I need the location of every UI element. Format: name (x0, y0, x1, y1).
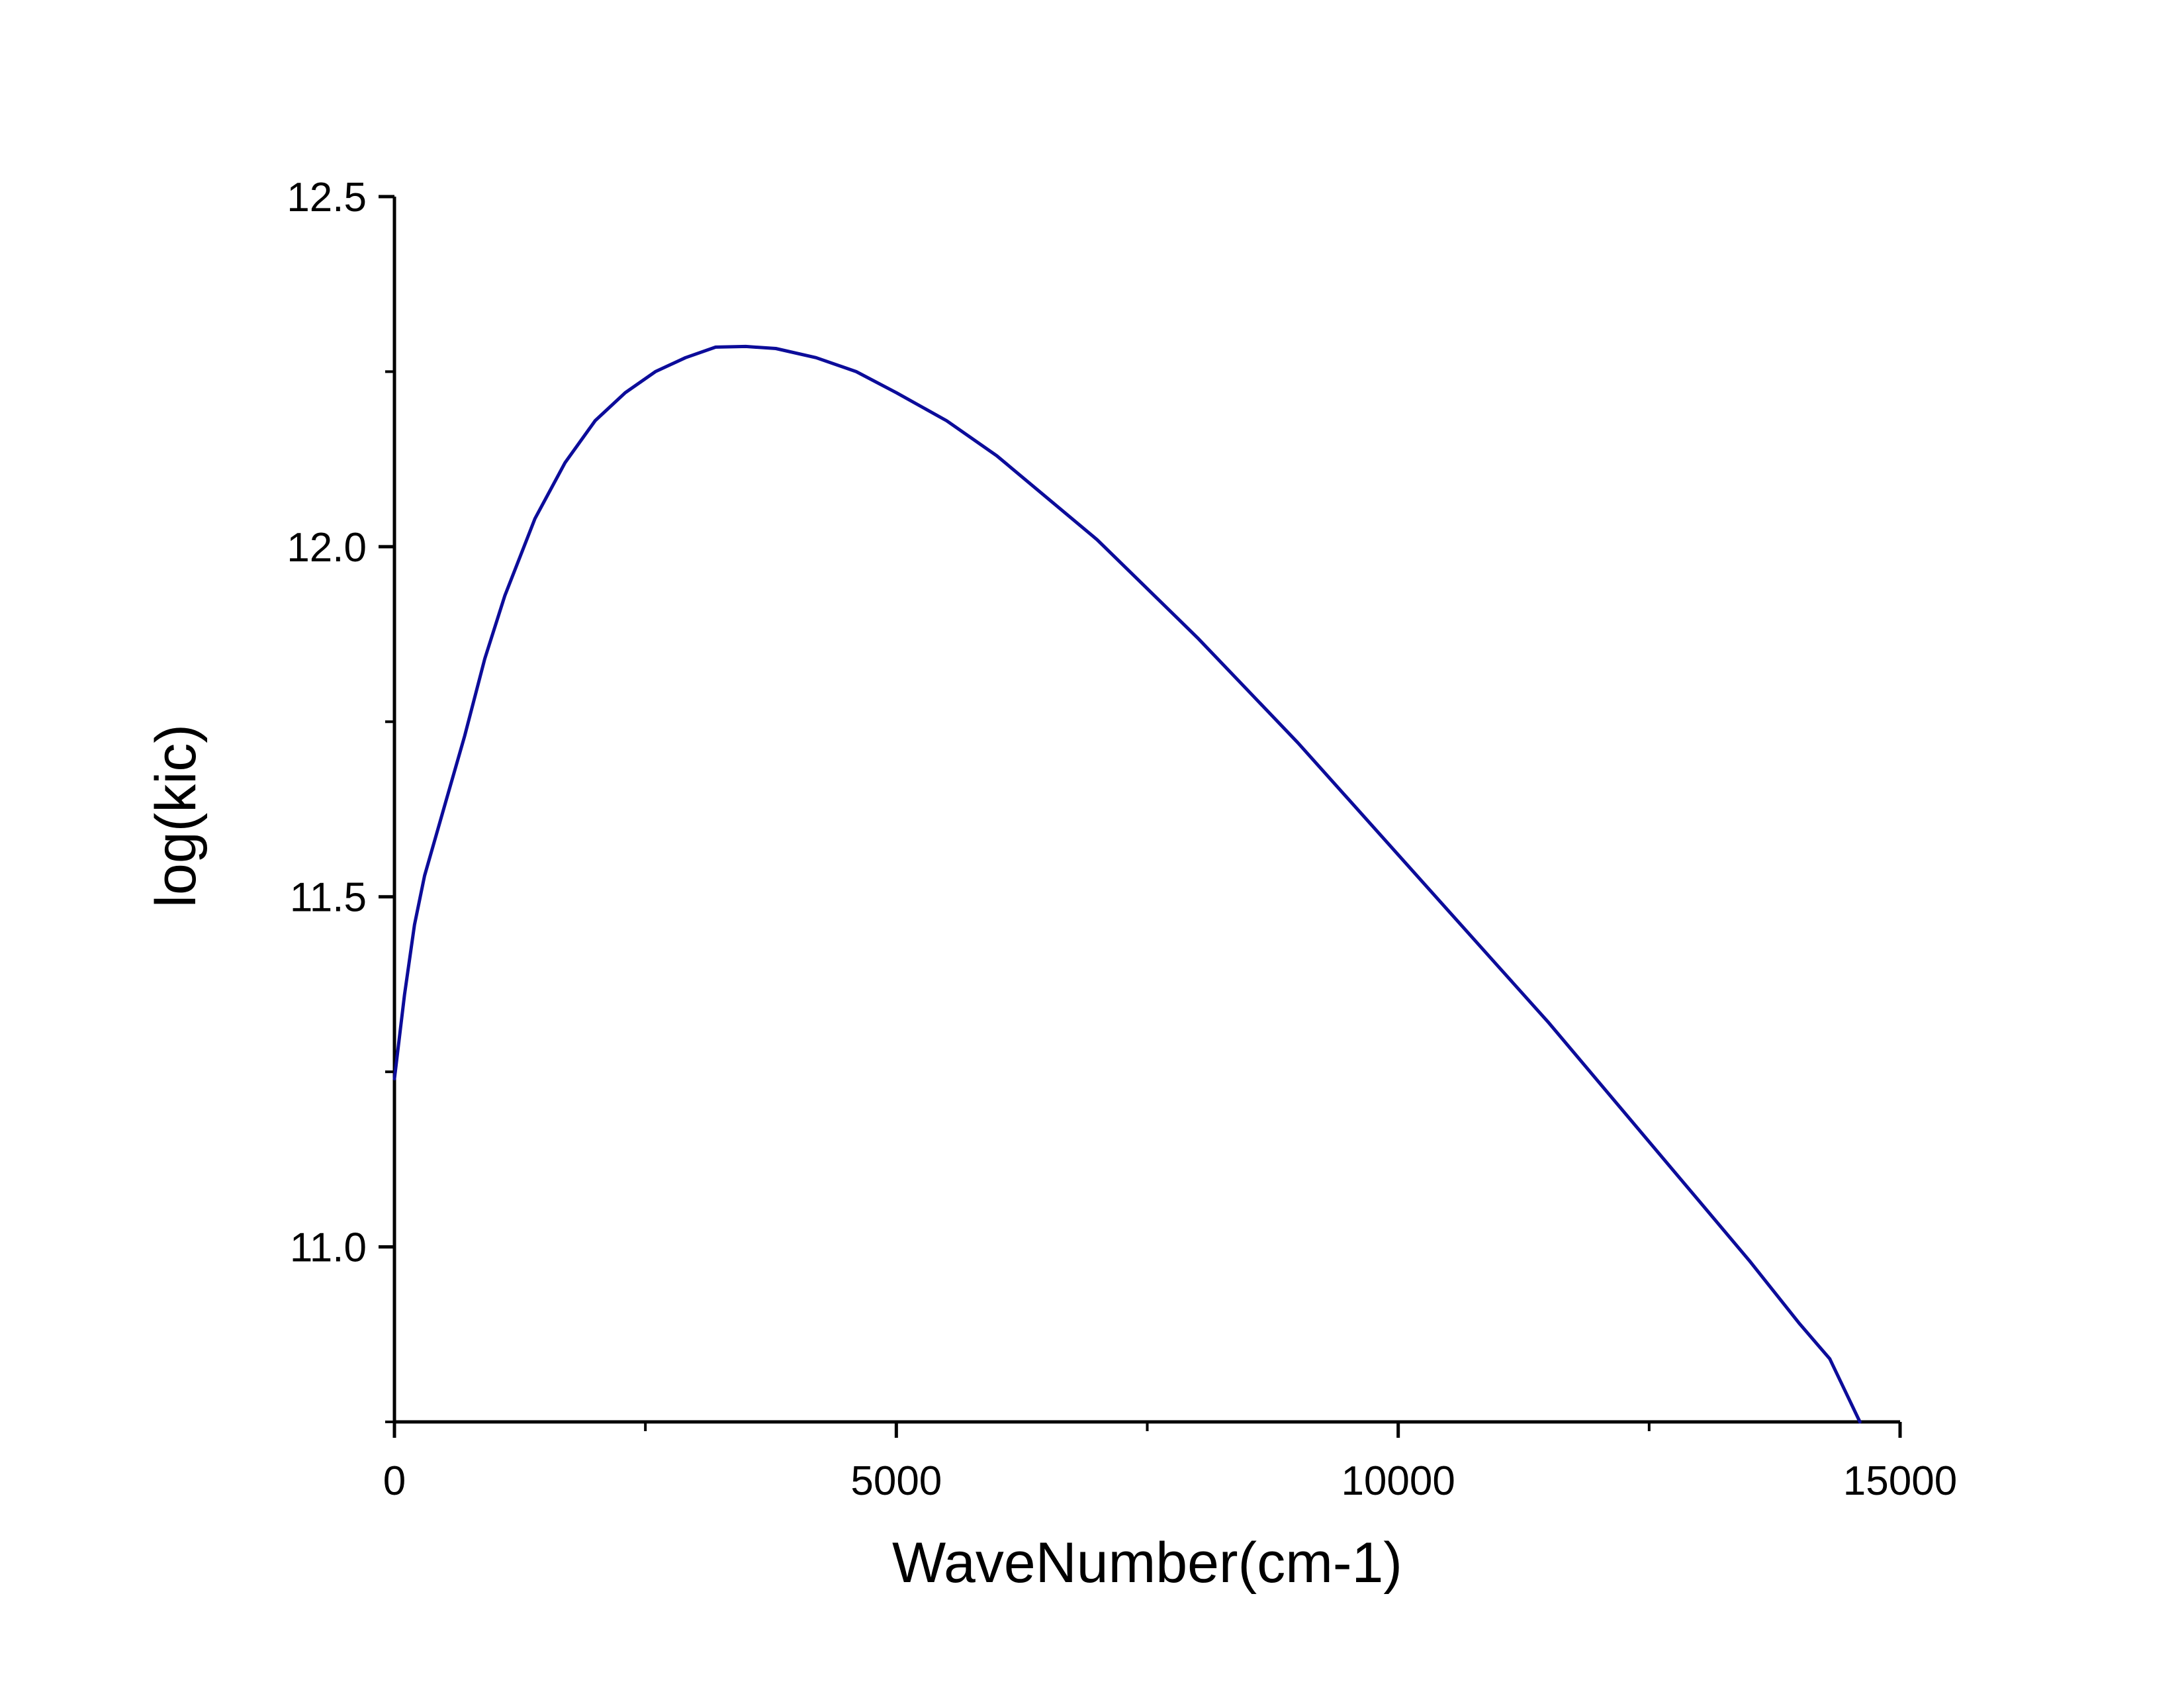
y-axis-ticks: 11.0 11.5 12.0 12.5 (287, 175, 394, 1423)
x-tick-label: 15000 (1843, 1458, 1957, 1504)
x-axis-title: WaveNumber(cm-1) (892, 1531, 1402, 1595)
y-tick-label: 12.5 (287, 175, 367, 220)
x-axis-ticks: 0 5000 10000 15000 (383, 1422, 1957, 1504)
x-tick-label: 5000 (850, 1458, 942, 1504)
x-tick-label: 0 (383, 1458, 406, 1504)
series-line (392, 344, 1862, 1424)
y-tick-label: 11.0 (290, 1225, 367, 1271)
y-axis-title: log(kic) (144, 724, 208, 908)
x-tick-label: 10000 (1341, 1458, 1455, 1504)
y-tick-label: 12.0 (287, 525, 367, 571)
y-tick-label: 11.5 (290, 875, 367, 921)
